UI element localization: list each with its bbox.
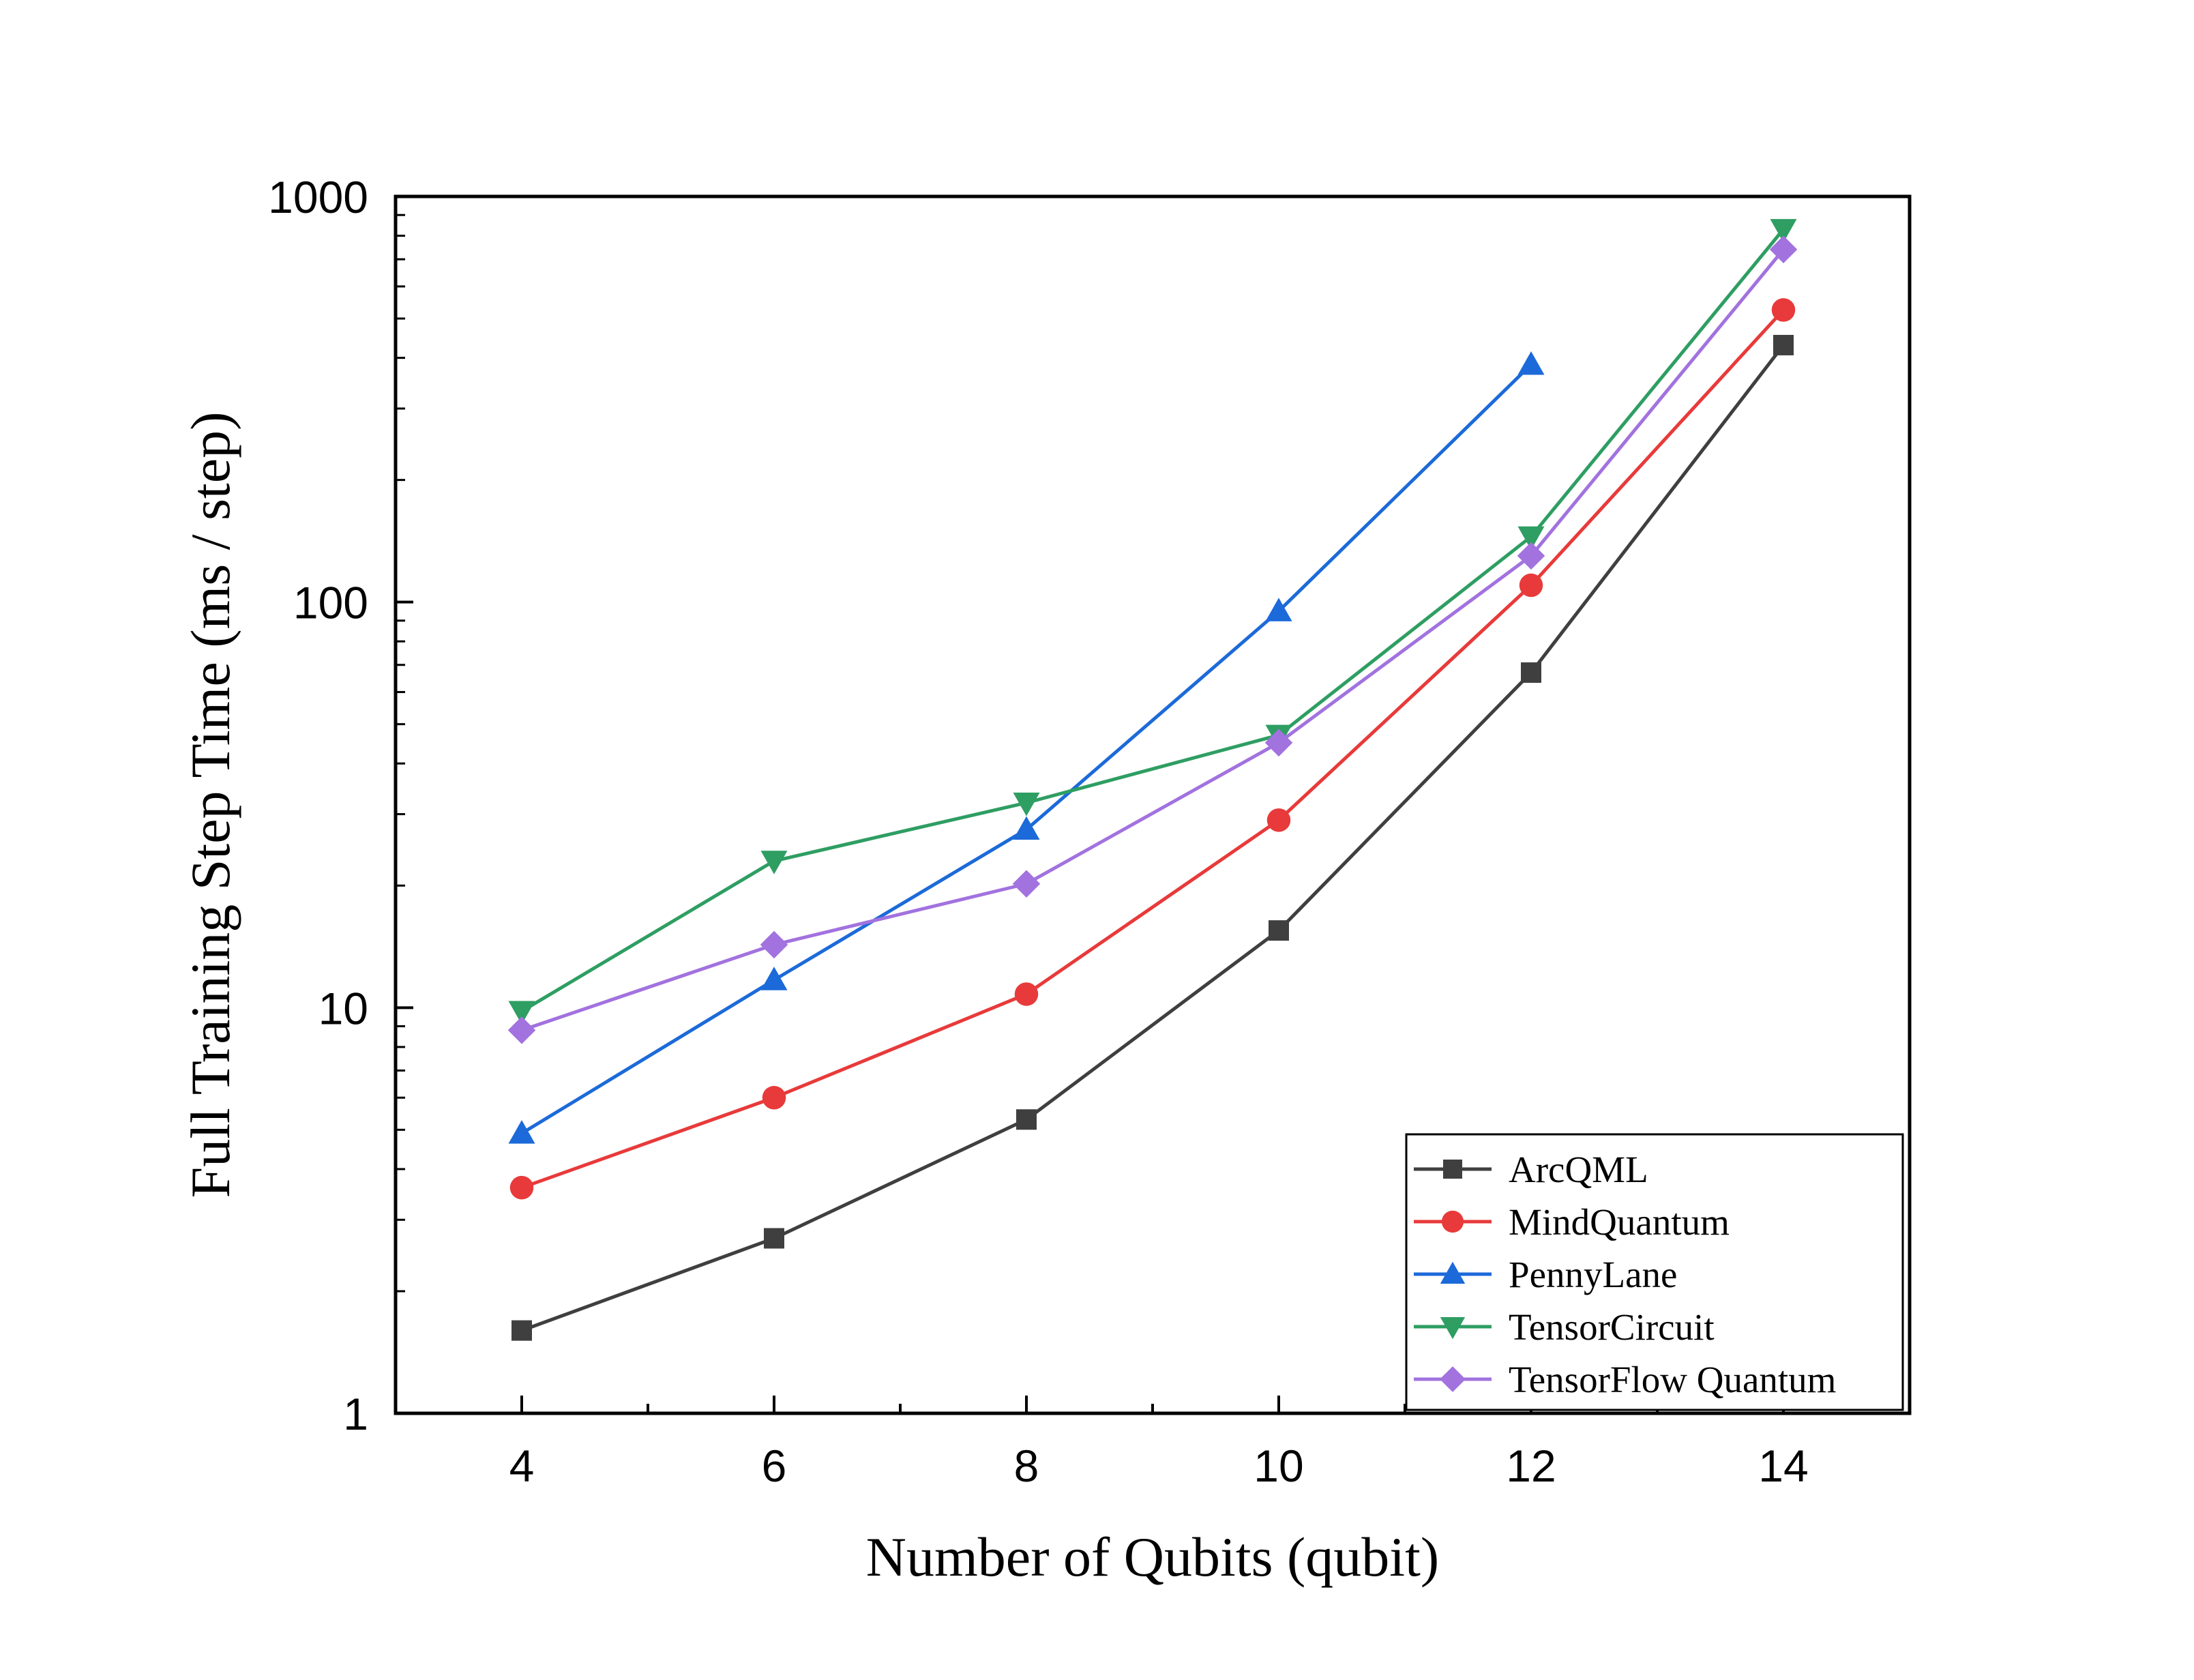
data-point: [1769, 235, 1798, 264]
series-layer: [507, 219, 1798, 1341]
series-tensorflow-quantum: [507, 235, 1798, 1044]
data-point: [1519, 573, 1543, 598]
y-tick-label: 100: [293, 578, 368, 628]
x-tick-label: 8: [1014, 1441, 1039, 1491]
x-tick-label: 12: [1506, 1441, 1556, 1491]
legend-entry: PennyLane: [1414, 1254, 1677, 1295]
legend-label: ArcQML: [1509, 1149, 1648, 1190]
legend-entry: ArcQML: [1414, 1149, 1648, 1190]
data-point: [764, 1228, 784, 1249]
data-point: [509, 1175, 534, 1200]
data-point: [760, 930, 788, 959]
x-tick-label: 6: [762, 1441, 787, 1491]
data-point: [1517, 526, 1545, 550]
legend-marker: [1441, 1210, 1464, 1233]
x-axis-title: Number of Qubits (qubit): [866, 1526, 1439, 1588]
legend-marker: [1443, 1160, 1462, 1179]
legend-entry: MindQuantum: [1414, 1201, 1730, 1243]
legend-marker: [1440, 1261, 1466, 1284]
data-point: [1521, 662, 1541, 683]
data-point: [1517, 351, 1545, 375]
series-line: [521, 248, 1785, 1032]
series-line: [521, 308, 1785, 1190]
legend-label: TensorFlow Quantum: [1509, 1359, 1836, 1400]
legend-box: [1405, 1133, 1904, 1411]
x-tick-label: 14: [1758, 1441, 1808, 1491]
legend-entry: TensorCircuit: [1414, 1306, 1715, 1348]
data-point: [1773, 334, 1794, 355]
data-point: [1264, 728, 1293, 757]
data-point: [1265, 598, 1292, 621]
data-point: [760, 851, 788, 874]
data-point: [1770, 219, 1797, 243]
data-point: [1266, 808, 1291, 832]
data-point: [1013, 792, 1040, 816]
data-point: [1517, 542, 1545, 570]
data-point: [508, 1120, 535, 1144]
axis-layer: 4 6 8 10 12 14 1 10 100 1000: [268, 172, 1911, 1491]
data-point: [1771, 298, 1796, 322]
data-point: [760, 967, 788, 990]
y-tick-label: 1000: [268, 172, 368, 222]
legend-marker: [1440, 1366, 1466, 1392]
legend-entries: ArcQML MindQuantum PennyLane TensorCircuit T…: [1414, 1149, 1836, 1400]
legend-entry: TensorFlow Quantum: [1414, 1359, 1836, 1400]
series-line: [521, 344, 1785, 1332]
series-mindquantum: [509, 298, 1796, 1200]
data-point: [512, 1320, 532, 1341]
x-tick-label: 4: [509, 1441, 535, 1491]
data-point: [508, 1001, 535, 1025]
legend-label: MindQuantum: [1509, 1201, 1730, 1243]
series-tensorcircuit: [508, 219, 1797, 1025]
y-axis-title: Full Training Step Time (ms / step): [179, 412, 241, 1198]
data-point: [1016, 1109, 1037, 1130]
legend-label: TensorCircuit: [1509, 1306, 1715, 1348]
data-point: [1014, 982, 1039, 1006]
data-point: [1269, 920, 1289, 941]
legend-label: PennyLane: [1509, 1254, 1677, 1295]
data-point: [762, 1086, 786, 1110]
series-line: [520, 228, 1785, 1013]
y-tick-label: 10: [318, 983, 368, 1033]
x-tick-label: 10: [1254, 1441, 1303, 1491]
legend: ArcQML MindQuantum PennyLane TensorCircuit T…: [1405, 1133, 1904, 1411]
series-arcqml: [512, 334, 1794, 1341]
data-point: [1012, 870, 1041, 898]
data-point: [507, 1016, 536, 1044]
legend-marker: [1440, 1317, 1466, 1340]
series-pennylane: [508, 351, 1545, 1144]
y-tick-label: 1: [343, 1389, 368, 1439]
data-point: [1013, 816, 1040, 840]
